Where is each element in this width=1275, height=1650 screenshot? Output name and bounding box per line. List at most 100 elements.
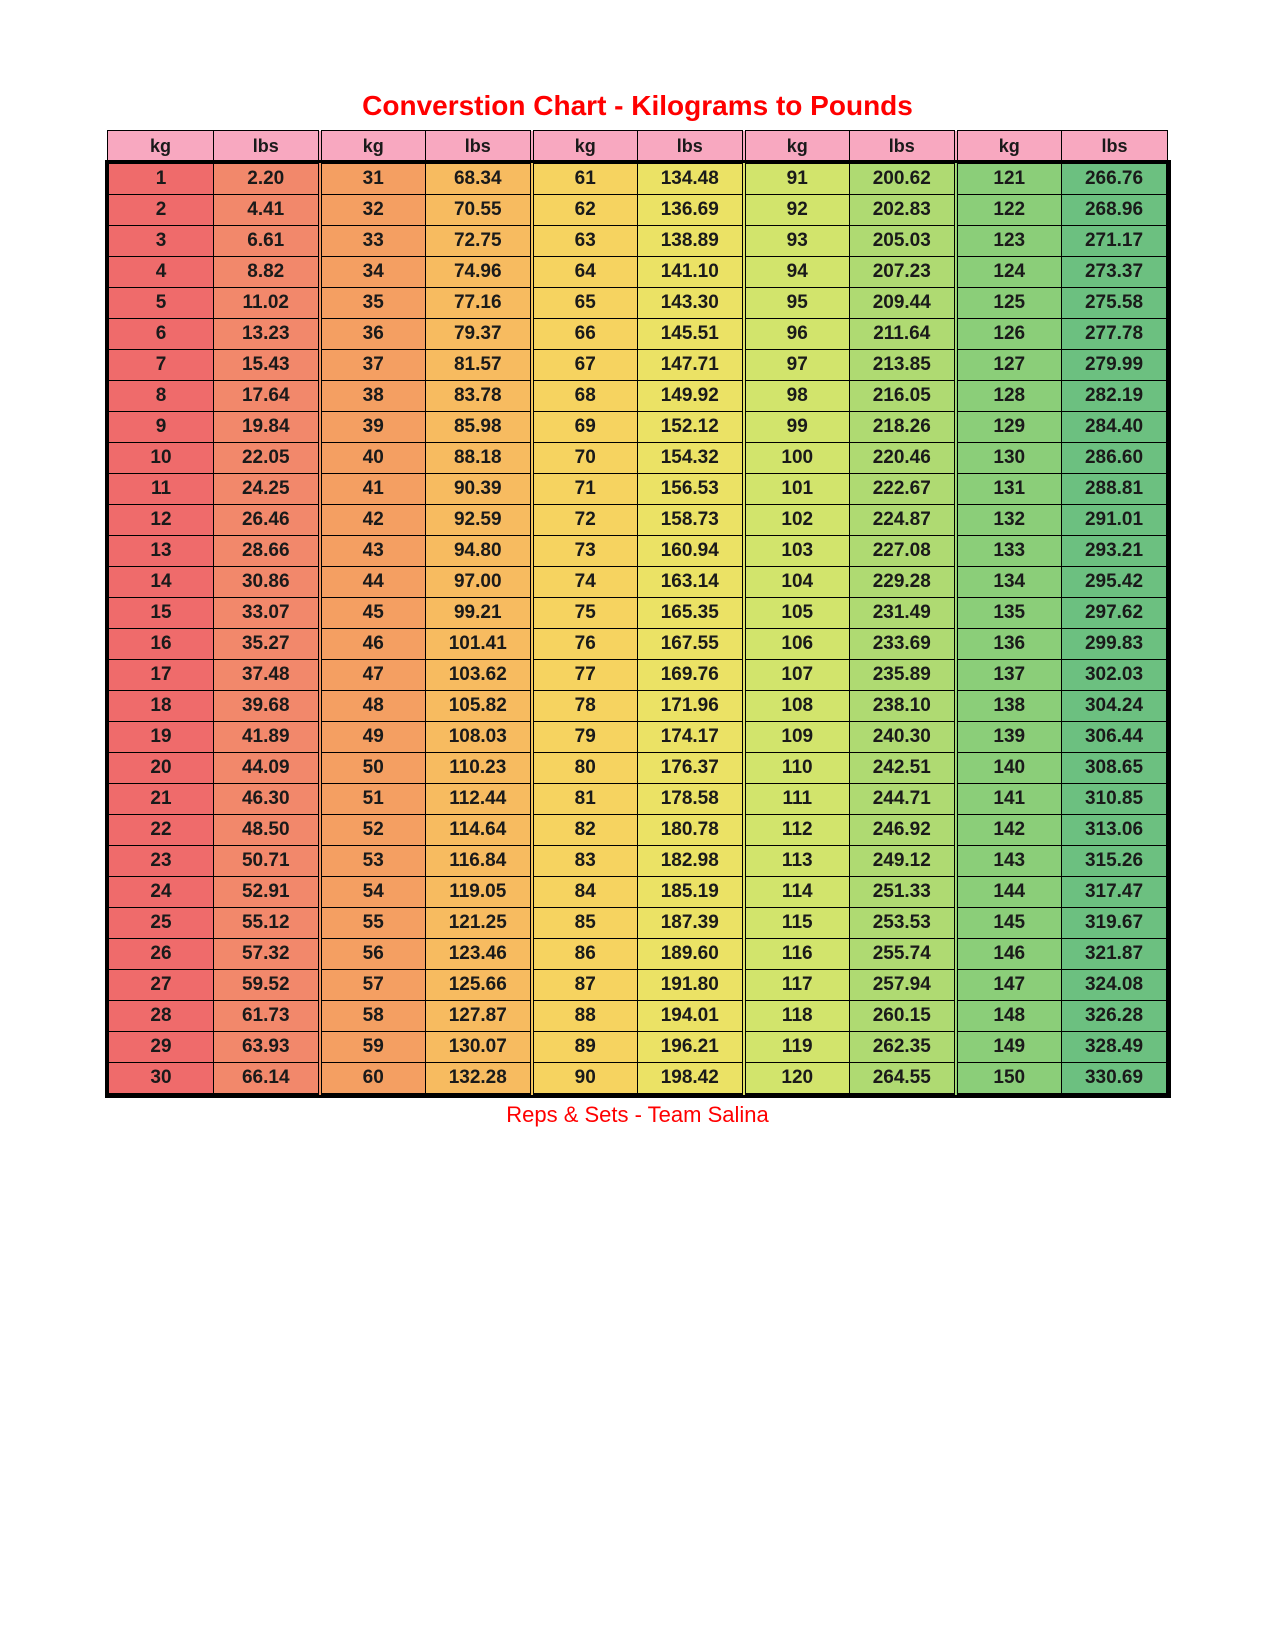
cell-kg: 131 (956, 474, 1062, 505)
cell-lbs: 13.23 (214, 319, 320, 350)
cell-lbs: 46.30 (214, 784, 320, 815)
table-row: 1737.4847103.6277169.76107235.89137302.0… (108, 660, 1168, 691)
cell-lbs: 39.68 (214, 691, 320, 722)
cell-kg: 92 (744, 195, 850, 226)
cell-kg: 123 (956, 226, 1062, 257)
cell-kg: 138 (956, 691, 1062, 722)
cell-kg: 40 (320, 443, 426, 474)
table-row: 2248.5052114.6482180.78112246.92142313.0… (108, 815, 1168, 846)
header-kg: kg (744, 131, 850, 163)
cell-lbs: 169.76 (638, 660, 744, 691)
table-row: 1941.8949108.0379174.17109240.30139306.4… (108, 722, 1168, 753)
cell-lbs: 77.16 (426, 288, 532, 319)
cell-kg: 23 (108, 846, 214, 877)
cell-kg: 95 (744, 288, 850, 319)
cell-kg: 53 (320, 846, 426, 877)
cell-kg: 36 (320, 319, 426, 350)
cell-lbs: 94.80 (426, 536, 532, 567)
table-row: 1635.2746101.4176167.55106233.69136299.8… (108, 629, 1168, 660)
cell-kg: 81 (532, 784, 638, 815)
cell-lbs: 30.86 (214, 567, 320, 598)
cell-kg: 52 (320, 815, 426, 846)
cell-kg: 22 (108, 815, 214, 846)
cell-lbs: 257.94 (850, 970, 956, 1001)
cell-kg: 73 (532, 536, 638, 567)
cell-kg: 93 (744, 226, 850, 257)
cell-kg: 37 (320, 350, 426, 381)
cell-lbs: 222.67 (850, 474, 956, 505)
cell-kg: 72 (532, 505, 638, 536)
cell-kg: 68 (532, 381, 638, 412)
cell-kg: 54 (320, 877, 426, 908)
cell-lbs: 11.02 (214, 288, 320, 319)
cell-kg: 78 (532, 691, 638, 722)
cell-lbs: 154.32 (638, 443, 744, 474)
cell-lbs: 8.82 (214, 257, 320, 288)
cell-lbs: 205.03 (850, 226, 956, 257)
cell-lbs: 249.12 (850, 846, 956, 877)
cell-kg: 66 (532, 319, 638, 350)
cell-lbs: 220.46 (850, 443, 956, 474)
cell-kg: 29 (108, 1032, 214, 1063)
cell-kg: 86 (532, 939, 638, 970)
cell-lbs: 182.98 (638, 846, 744, 877)
cell-lbs: 302.03 (1062, 660, 1168, 691)
cell-kg: 10 (108, 443, 214, 474)
cell-kg: 101 (744, 474, 850, 505)
cell-lbs: 136.69 (638, 195, 744, 226)
cell-lbs: 66.14 (214, 1063, 320, 1095)
cell-kg: 88 (532, 1001, 638, 1032)
cell-lbs: 306.44 (1062, 722, 1168, 753)
cell-kg: 14 (108, 567, 214, 598)
cell-lbs: 189.60 (638, 939, 744, 970)
cell-lbs: 141.10 (638, 257, 744, 288)
cell-lbs: 286.60 (1062, 443, 1168, 474)
cell-lbs: 304.24 (1062, 691, 1168, 722)
cell-kg: 141 (956, 784, 1062, 815)
table-row: 48.823474.9664141.1094207.23124273.37 (108, 257, 1168, 288)
cell-kg: 67 (532, 350, 638, 381)
cell-kg: 60 (320, 1063, 426, 1095)
cell-lbs: 293.21 (1062, 536, 1168, 567)
cell-kg: 134 (956, 567, 1062, 598)
cell-lbs: 101.41 (426, 629, 532, 660)
cell-lbs: 202.83 (850, 195, 956, 226)
cell-kg: 13 (108, 536, 214, 567)
cell-lbs: 41.89 (214, 722, 320, 753)
cell-lbs: 103.62 (426, 660, 532, 691)
cell-lbs: 253.53 (850, 908, 956, 939)
cell-lbs: 119.05 (426, 877, 532, 908)
cell-kg: 44 (320, 567, 426, 598)
conversion-table: kglbskglbskglbskglbskglbs 12.203168.3461… (106, 130, 1169, 1096)
cell-kg: 59 (320, 1032, 426, 1063)
cell-lbs: 145.51 (638, 319, 744, 350)
cell-lbs: 310.85 (1062, 784, 1168, 815)
cell-kg: 112 (744, 815, 850, 846)
cell-lbs: 229.28 (850, 567, 956, 598)
cell-lbs: 211.64 (850, 319, 956, 350)
cell-lbs: 70.55 (426, 195, 532, 226)
cell-lbs: 235.89 (850, 660, 956, 691)
cell-kg: 111 (744, 784, 850, 815)
cell-kg: 51 (320, 784, 426, 815)
cell-lbs: 198.42 (638, 1063, 744, 1095)
cell-lbs: 238.10 (850, 691, 956, 722)
cell-kg: 102 (744, 505, 850, 536)
cell-kg: 118 (744, 1001, 850, 1032)
cell-kg: 19 (108, 722, 214, 753)
cell-kg: 63 (532, 226, 638, 257)
cell-lbs: 209.44 (850, 288, 956, 319)
cell-kg: 69 (532, 412, 638, 443)
cell-lbs: 143.30 (638, 288, 744, 319)
cell-lbs: 97.00 (426, 567, 532, 598)
cell-kg: 5 (108, 288, 214, 319)
cell-kg: 61 (532, 163, 638, 195)
cell-lbs: 240.30 (850, 722, 956, 753)
table-row: 2452.9154119.0584185.19114251.33144317.4… (108, 877, 1168, 908)
cell-lbs: 105.82 (426, 691, 532, 722)
cell-kg: 124 (956, 257, 1062, 288)
header-row: kglbskglbskglbskglbskglbs (108, 131, 1168, 163)
cell-kg: 85 (532, 908, 638, 939)
cell-lbs: 185.19 (638, 877, 744, 908)
table-row: 1226.464292.5972158.73102224.87132291.01 (108, 505, 1168, 536)
